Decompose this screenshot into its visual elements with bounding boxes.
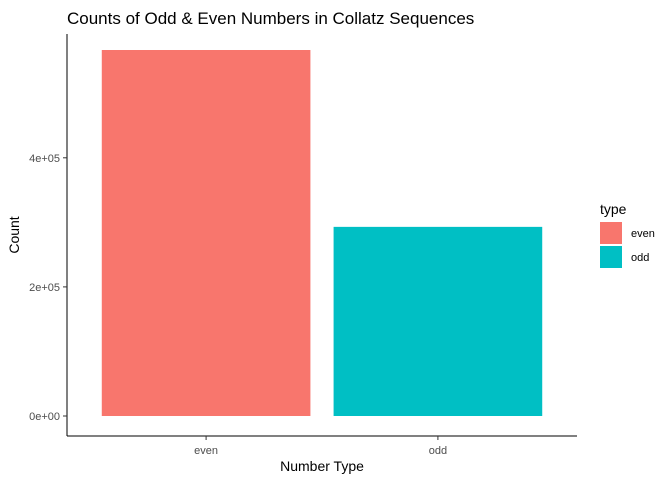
bar-odd [333, 226, 543, 416]
x-axis: even odd [67, 435, 577, 457]
legend-key-odd [600, 246, 622, 268]
y-axis: 0e+00 2e+05 4e+05 [29, 34, 68, 436]
legend: type even odd [600, 201, 655, 268]
bar-even [101, 50, 311, 416]
y-tick-label: 2e+05 [29, 282, 60, 294]
x-ticks: even odd [194, 436, 447, 457]
y-axis-title: Count [6, 216, 22, 253]
legend-key-even [600, 222, 622, 244]
bars [101, 50, 543, 416]
chart-title: Counts of Odd & Even Numbers in Collatz … [67, 9, 474, 28]
legend-label-even: even [631, 228, 655, 240]
legend-items: even odd [600, 222, 655, 268]
y-tick-label: 4e+05 [29, 153, 60, 165]
x-tick-label: even [194, 445, 218, 457]
y-ticks: 0e+00 2e+05 4e+05 [29, 153, 67, 423]
y-tick-label: 0e+00 [29, 411, 60, 423]
x-axis-title: Number Type [280, 458, 364, 474]
legend-label-odd: odd [631, 252, 649, 264]
x-tick-label: odd [429, 445, 447, 457]
legend-title: type [600, 201, 627, 217]
